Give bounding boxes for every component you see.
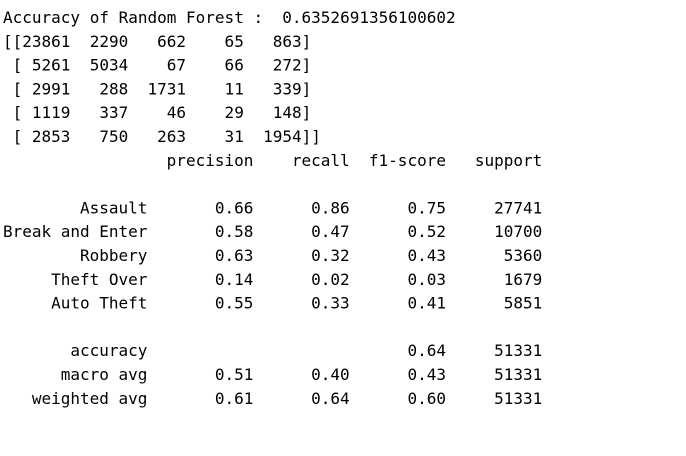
cell: 0.03: [407, 270, 446, 289]
matrix-line: [ 5261 5034 67 66 272]: [3, 56, 311, 75]
cell: 0.63: [215, 246, 254, 265]
cell: 5360: [504, 246, 543, 265]
cell: 0.43: [407, 246, 446, 265]
column-header: precision: [167, 151, 254, 170]
cell: 0.43: [407, 365, 446, 384]
cell: 51331: [494, 341, 542, 360]
cell: 0.41: [407, 294, 446, 313]
cell: 51331: [494, 365, 542, 384]
cell: 1679: [504, 270, 543, 289]
row-label: Theft Over: [51, 270, 148, 289]
cell: 0.55: [215, 294, 254, 313]
cell: 0.32: [311, 246, 350, 265]
row-label: Auto Theft: [51, 294, 147, 313]
cell: 0.61: [215, 389, 254, 408]
cell: 0.64: [407, 341, 446, 360]
cell: 5851: [504, 294, 543, 313]
row-label: weighted avg: [32, 389, 148, 408]
matrix-line: [ 1119 337 46 29 148]: [3, 103, 311, 122]
header-label: Accuracy of Random Forest :: [3, 8, 263, 27]
matrix-line: [[23861 2290 662 65 863]: [3, 32, 311, 51]
cell: 0.14: [215, 270, 254, 289]
header-value: 0.6352691356100602: [282, 8, 455, 27]
cell: 0.40: [311, 365, 350, 384]
cell: 10700: [494, 222, 542, 241]
cell: 0.47: [311, 222, 350, 241]
column-header: f1-score: [369, 151, 446, 170]
cell: 0.60: [407, 389, 446, 408]
row-label: Robbery: [80, 246, 148, 265]
cell: 0.75: [407, 198, 446, 217]
cell: 0.51: [215, 365, 254, 384]
cell: 0.66: [215, 198, 254, 217]
cell: 0.02: [311, 270, 350, 289]
cell: 27741: [494, 198, 542, 217]
cell: 0.64: [311, 389, 350, 408]
cell: 0.86: [311, 198, 350, 217]
column-header: support: [475, 151, 542, 170]
cell: 0.33: [311, 294, 350, 313]
cell: 0.58: [215, 222, 254, 241]
matrix-line: [ 2853 750 263 31 1954]]: [3, 127, 321, 146]
row-label: Assault: [80, 198, 147, 217]
row-label: Break and Enter: [3, 222, 148, 241]
matrix-line: [ 2991 288 1731 11 339]: [3, 79, 311, 98]
column-header: recall: [292, 151, 350, 170]
cell: 0.52: [407, 222, 446, 241]
cell: 51331: [494, 389, 542, 408]
row-label: macro avg: [61, 365, 148, 384]
row-label: accuracy: [70, 341, 147, 360]
